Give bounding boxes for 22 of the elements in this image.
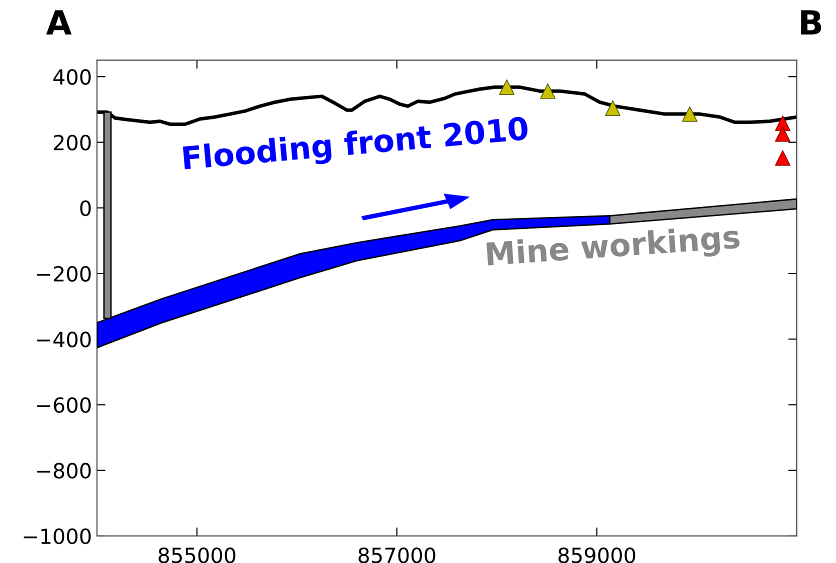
point xyxy=(499,79,515,95)
y-tick-label: −800 xyxy=(37,462,91,479)
y-tick-label: 0 xyxy=(80,200,91,216)
point xyxy=(682,106,698,122)
y-tick-label: −600 xyxy=(37,397,91,413)
point xyxy=(605,100,620,116)
point xyxy=(775,150,790,166)
point xyxy=(775,126,790,142)
y-tick-label: −200 xyxy=(37,266,91,282)
series-label: Mine workings xyxy=(486,224,740,272)
y-tick-label: −1000 xyxy=(24,528,91,544)
point xyxy=(540,83,556,99)
x-tick-label: 857000 xyxy=(358,547,436,563)
y-tick-label: 400 xyxy=(53,69,91,85)
series-label: Flooding front 2010 xyxy=(182,116,529,176)
y-tick-label: 200 xyxy=(54,134,91,150)
text: A xyxy=(46,10,72,35)
x-tick-label: 859000 xyxy=(558,547,636,563)
x-tick-label: 855000 xyxy=(158,547,236,563)
y-tick-label: −400 xyxy=(37,332,91,348)
point xyxy=(775,116,790,131)
text: B xyxy=(801,10,822,35)
